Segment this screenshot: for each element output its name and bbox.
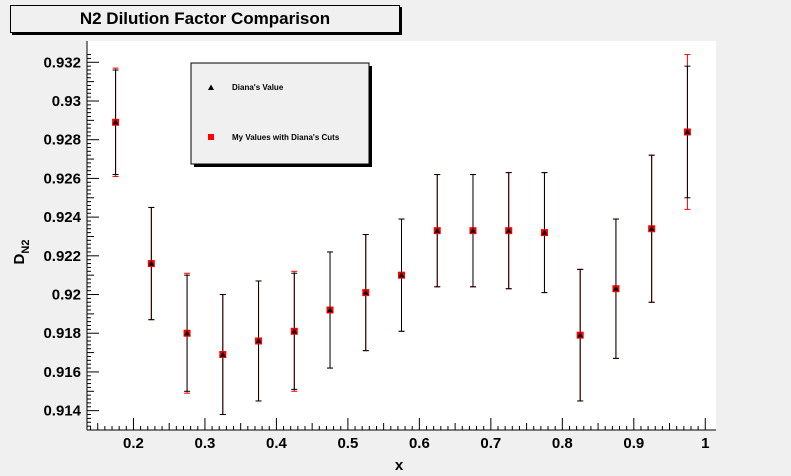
data-point-triangle bbox=[184, 330, 190, 336]
x-tick-label: 0.8 bbox=[552, 435, 573, 452]
data-point-triangle bbox=[613, 285, 619, 291]
y-axis-title-subscript: N2 bbox=[20, 240, 32, 254]
y-tick-label: 0.914 bbox=[43, 403, 81, 420]
x-tick-label: 0.7 bbox=[480, 435, 501, 452]
x-tick-label: 1 bbox=[701, 435, 709, 452]
data-point-triangle bbox=[112, 119, 119, 125]
x-tick-label: 0.4 bbox=[266, 435, 288, 452]
legend: Diana's Value My Values with Diana's Cut… bbox=[190, 62, 372, 167]
legend-triangle-marker bbox=[208, 84, 214, 90]
y-tick-label: 0.922 bbox=[43, 248, 81, 265]
legend-entry-mine: My Values with Diana's Cuts bbox=[232, 133, 340, 142]
y-tick-label: 0.928 bbox=[43, 132, 81, 149]
data-point-triangle bbox=[577, 331, 583, 338]
x-tick-label: 0.9 bbox=[623, 435, 644, 452]
y-tick-label: 0.932 bbox=[43, 54, 81, 71]
x-axis-title: x bbox=[395, 457, 404, 474]
chart-title: N2 Dilution Factor Comparison bbox=[10, 5, 400, 33]
y-tick-label: 0.918 bbox=[43, 325, 81, 342]
data-point-triangle bbox=[434, 227, 441, 233]
x-tick-label: 0.5 bbox=[337, 435, 358, 452]
data-point-triangle bbox=[327, 306, 333, 313]
data-point-triangle bbox=[648, 225, 655, 231]
legend-box bbox=[190, 62, 370, 165]
y-tick-label: 0.916 bbox=[43, 364, 81, 381]
y-tick-label: 0.926 bbox=[43, 170, 81, 187]
x-tick-label: 0.3 bbox=[195, 435, 216, 452]
data-point-triangle bbox=[398, 271, 405, 278]
data-point-triangle bbox=[470, 227, 476, 233]
y-tick-label: 0.92 bbox=[52, 287, 81, 304]
data-point-triangle bbox=[362, 289, 369, 295]
data-point-triangle bbox=[148, 260, 155, 266]
y-axis-title: DN2 bbox=[11, 240, 32, 265]
legend-square-marker bbox=[208, 134, 214, 140]
x-tick-label: 0.6 bbox=[409, 435, 430, 452]
data-point-triangle bbox=[541, 229, 548, 235]
y-tick-label: 0.93 bbox=[52, 93, 81, 110]
legend-entry-diana: Diana's Value bbox=[232, 83, 284, 92]
data-point-triangle bbox=[291, 328, 298, 334]
y-tick-label: 0.924 bbox=[43, 209, 81, 226]
data-point-triangle bbox=[220, 351, 226, 357]
data-point-triangle bbox=[684, 128, 691, 135]
x-tick-label: 0.2 bbox=[123, 435, 144, 452]
data-point-triangle bbox=[505, 227, 512, 233]
data-point-triangle bbox=[255, 337, 262, 344]
